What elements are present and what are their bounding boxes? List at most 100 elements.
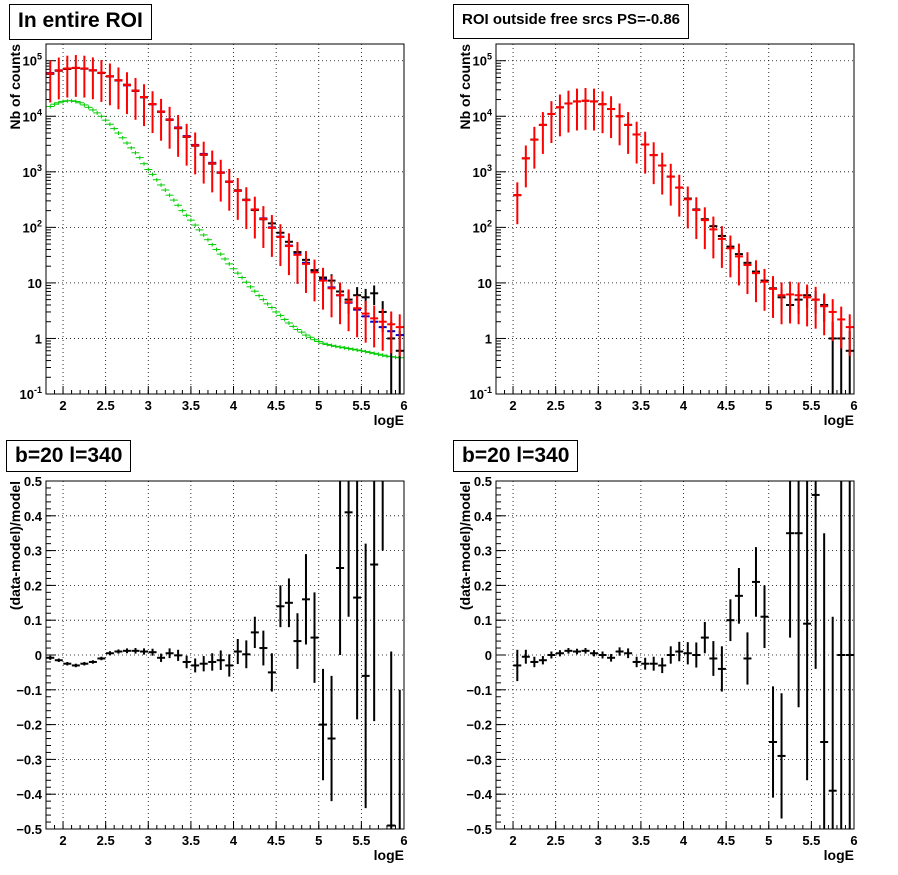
bottom-left-residual-point <box>148 648 157 656</box>
top-left-model-point <box>114 67 123 110</box>
top-left-ytick-label-6: 105 <box>23 52 42 69</box>
top-left-model-point <box>259 206 268 248</box>
bottom-right-residual-point <box>555 650 564 657</box>
bottom-left-residual-point <box>63 661 72 666</box>
top-left-model-point <box>387 311 396 354</box>
top-left-component-point <box>84 105 93 110</box>
top-left-component-point <box>242 280 251 285</box>
bottom-right-residual-point <box>786 481 795 638</box>
bottom-right-ytick-label-5: 0 <box>485 648 492 663</box>
top-right-model-point <box>538 112 547 154</box>
top-right-model-point <box>675 174 684 217</box>
bottom-left-ylabel: (data-model)/model <box>7 481 23 610</box>
top-right-model-point <box>709 216 718 259</box>
top-left-component-point <box>105 122 114 127</box>
top-left-ytick-label-3: 102 <box>23 218 42 235</box>
top-left-component-point <box>165 193 174 198</box>
top-left-model-point <box>378 308 387 351</box>
bottom-left-residual-point <box>336 481 345 655</box>
top-right-model-point <box>751 260 760 303</box>
top-right-model-point <box>811 286 820 329</box>
top-right-model-point <box>530 126 539 169</box>
bottom-right-residual-point <box>683 642 692 665</box>
top-left-model-point <box>361 300 370 343</box>
top-right-ylabel: Nb of counts <box>457 44 473 130</box>
bottom-right-residual-point <box>598 651 607 659</box>
top-left-component-point <box>310 337 319 342</box>
top-left-component-point <box>71 99 80 104</box>
top-left-component-point <box>297 330 306 335</box>
top-left-ytick-label-0: 10-1 <box>20 385 42 402</box>
top-left-ylabel: Nb of counts <box>7 44 23 130</box>
bottom-right-residual-point <box>547 651 556 659</box>
top-left-component-point <box>174 203 183 208</box>
bottom-left-residual-point <box>208 653 217 671</box>
bottom-left-ytick-label-4: −0.1 <box>16 683 42 698</box>
bottom-left-residual-point <box>233 638 242 665</box>
top-left-component-point <box>280 317 289 322</box>
bottom-right-ylabel: (data-model)/model <box>457 481 473 610</box>
bottom-right-residual-point <box>675 641 684 662</box>
top-right-model-point <box>521 145 530 188</box>
top-right-model-point <box>734 243 743 286</box>
bottom-right-plot: 2 2.5 3 3.5 4 4.5 5 5.5 6 −0.5 −0.4 −0.3 −0.2 −0.1 0 0.… <box>457 474 858 863</box>
bottom-left-residual-point <box>46 655 55 660</box>
top-left-component-point <box>246 284 255 289</box>
bottom-right-xtick-label-7: 5.5 <box>802 833 820 848</box>
top-left-model-point <box>157 98 166 141</box>
top-left-component-point <box>110 126 119 131</box>
bottom-right-residual-point <box>777 693 786 819</box>
bottom-left-residual-point <box>353 481 362 720</box>
bottom-right-residual-point <box>513 649 522 682</box>
top-left-model-point <box>284 233 293 276</box>
top-left-component-point <box>289 324 298 329</box>
bottom-left-residual-point <box>267 653 276 692</box>
bottom-right-ytick-label-9: 0.4 <box>474 509 493 524</box>
bottom-right-ytick-label-10: 0.5 <box>474 474 492 489</box>
top-right-xtick-label-8: 6 <box>850 398 857 413</box>
top-left-model-point <box>88 57 97 100</box>
top-left-model-point <box>250 196 259 239</box>
bottom-right-residual-point <box>632 656 641 668</box>
bottom-right-residual-point <box>666 646 675 664</box>
top-left-frame <box>45 43 405 395</box>
bottom-right-title: b=20 l=340 <box>453 440 579 472</box>
top-left-component-point <box>382 354 391 359</box>
bottom-left-ytick-label-10: 0.5 <box>24 474 42 489</box>
bottom-left-residual-point <box>157 653 166 662</box>
top-left-model-point <box>97 60 106 102</box>
top-left-component-point <box>67 98 76 103</box>
bottom-left-xtick-label-6: 5 <box>315 833 322 848</box>
bottom-left-residual-point <box>140 648 149 655</box>
top-left-ytick-label-5: 104 <box>23 107 42 124</box>
top-left-component-point <box>46 104 55 109</box>
top-right-model-point <box>666 163 675 206</box>
top-left-model-point <box>71 55 80 97</box>
top-left-component-point <box>152 177 161 182</box>
top-right-xtick-label-2: 3 <box>595 398 602 413</box>
top-left-model-point <box>140 84 149 127</box>
top-right-model-point <box>717 226 726 268</box>
bottom-left-xlabel: logE <box>374 847 404 863</box>
bottom-right-residual-point <box>700 621 709 654</box>
bottom-right-residual-point <box>692 642 701 668</box>
bottom-right-xtick-label-5: 4.5 <box>717 833 735 848</box>
top-left-model-point <box>199 141 208 184</box>
bottom-right-residual-point <box>658 657 667 674</box>
top-left-component-point <box>293 327 302 332</box>
top-left-component-point <box>88 108 97 112</box>
top-left-model-point <box>344 289 353 332</box>
top-left-ytick-exp-4: 3 <box>37 163 42 173</box>
top-left-xtick-label-1: 2.5 <box>97 398 115 413</box>
bottom-right-residual-point <box>734 568 743 624</box>
top-left-component-point <box>199 233 208 237</box>
top-left-model-point <box>191 132 200 175</box>
bottom-right-residual-point <box>607 653 616 662</box>
top-right-model-point <box>615 103 624 146</box>
bottom-right-residual-point <box>538 656 547 665</box>
top-left-component-point <box>169 198 178 203</box>
top-left-component-point <box>370 351 379 356</box>
top-left-model-point <box>293 242 302 284</box>
top-left-model-point <box>174 114 183 157</box>
